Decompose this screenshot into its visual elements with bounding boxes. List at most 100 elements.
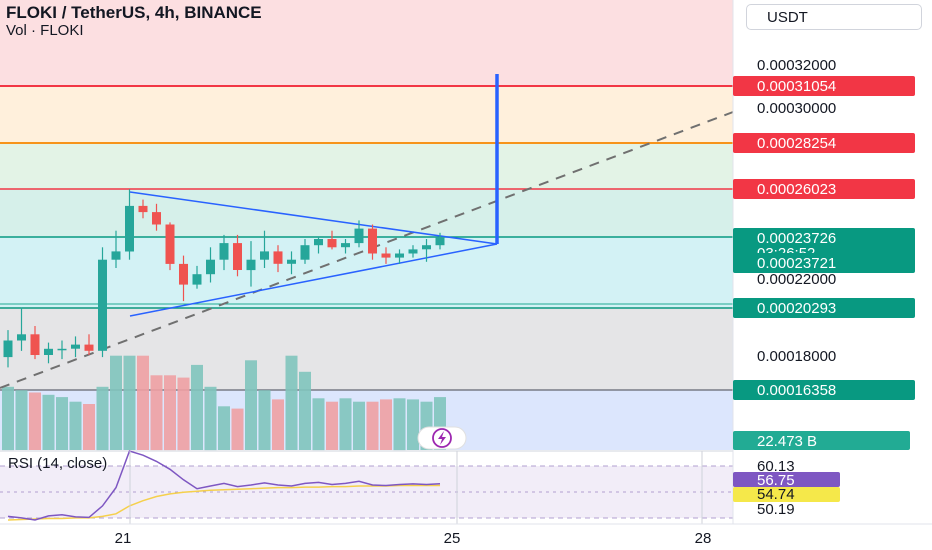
candle-body <box>233 243 242 270</box>
candle <box>30 326 40 360</box>
volume-bar <box>366 401 379 450</box>
zone-mint <box>0 189 733 237</box>
volume-bar <box>272 399 284 450</box>
rsi-ma-value-bg <box>733 487 840 502</box>
volume-bar <box>339 398 352 451</box>
volume-bar <box>218 406 230 450</box>
volume-bar <box>83 404 95 450</box>
candle <box>192 265 202 289</box>
level-label-16358-bg <box>733 380 915 400</box>
volume-label-bg <box>733 431 910 450</box>
candle-body <box>219 243 229 260</box>
volume-bar <box>96 386 109 451</box>
vertical-gridlines <box>129 451 703 524</box>
price-tick: 0.00018000 <box>757 348 836 365</box>
candle-body <box>71 344 80 349</box>
volume-bar <box>285 355 298 450</box>
candle <box>368 224 377 260</box>
candle-body <box>192 274 202 285</box>
level-label-28254: 0.00028254 <box>757 135 836 152</box>
candle <box>44 342 53 364</box>
time-tick-21: 21 <box>115 530 132 547</box>
volume-bar <box>177 377 190 451</box>
volume-bar <box>231 408 244 450</box>
volume-bar <box>110 355 122 450</box>
candle-body <box>84 344 94 351</box>
rsi-value-bg <box>733 472 840 487</box>
candle-body <box>435 236 445 246</box>
candles <box>3 189 445 368</box>
volume-label: 22.473 B <box>757 433 817 450</box>
level-label-20293: 0.00020293 <box>757 300 836 317</box>
volume-bar <box>245 360 257 450</box>
candle-body <box>30 334 40 355</box>
candle-body <box>98 259 107 351</box>
level-labels: 0.00031054 0.00028254 0.00026023 0.00023… <box>733 76 915 450</box>
candle-body <box>368 228 377 254</box>
candle <box>125 189 134 260</box>
candle <box>435 232 445 250</box>
candle-body <box>287 259 296 264</box>
candle <box>3 330 13 368</box>
volume-bar <box>312 398 325 451</box>
candle <box>111 230 121 268</box>
candle-body <box>152 212 161 225</box>
candle <box>219 234 229 271</box>
level-lines <box>0 85 733 391</box>
triangle-pattern[interactable] <box>129 74 499 317</box>
candle <box>71 336 80 358</box>
rsi-line <box>7 450 441 521</box>
level-label-31054-bg <box>733 76 915 96</box>
volume-bar <box>150 375 163 451</box>
candle <box>179 255 188 302</box>
time-tick-28: 28 <box>695 530 712 547</box>
currency-button[interactable]: USDT <box>746 4 922 30</box>
level-label-28254-bg <box>733 133 915 153</box>
second-price-label: 0.00023721 <box>757 255 836 272</box>
candle <box>422 239 431 262</box>
volume-legend: Vol · FLOKI <box>6 22 84 39</box>
volume-bar <box>137 355 149 450</box>
price-axis-ticks: 0.00032000 0.00030000 0.00022000 0.00018… <box>757 57 836 365</box>
zone-gray <box>0 307 733 390</box>
triangle-upper-line <box>129 191 498 245</box>
zone-light-green <box>0 143 733 189</box>
triangle-lower-line <box>129 243 498 317</box>
candle-body <box>246 259 256 271</box>
candle <box>354 220 364 248</box>
volume-bar <box>353 401 365 450</box>
candle-body <box>125 205 134 252</box>
level-label-26023-bg <box>733 179 915 199</box>
zone-orange <box>0 86 733 143</box>
volume-bar <box>326 401 338 450</box>
candle <box>57 340 67 360</box>
time-tick-25: 25 <box>444 530 461 547</box>
zone-cyan <box>0 237 733 307</box>
candle <box>408 245 418 258</box>
zone-backgrounds <box>0 0 733 450</box>
volume-bar <box>2 386 14 451</box>
candle-body <box>395 253 404 258</box>
lightning-icon[interactable] <box>417 426 467 450</box>
volume-bars <box>2 355 446 451</box>
rsi-axis: 60.13 56.75 54.74 50.19 <box>733 458 840 518</box>
rsi-ma-value-label: 54.74 <box>757 486 795 503</box>
volume-bar <box>29 392 41 450</box>
candle <box>314 236 323 254</box>
candle <box>206 247 215 283</box>
candle <box>381 247 391 264</box>
candle-body <box>381 253 391 258</box>
candle <box>17 307 26 351</box>
zone-red <box>0 0 733 86</box>
price-tick: 0.00032000 <box>757 57 836 74</box>
candle-body <box>179 263 188 285</box>
candle-body <box>408 249 418 254</box>
time-axis[interactable] <box>0 524 932 550</box>
volume-bar <box>299 371 311 450</box>
candle <box>98 247 107 358</box>
candle-body <box>111 251 121 260</box>
candle <box>300 239 310 264</box>
candle-body <box>57 348 67 351</box>
